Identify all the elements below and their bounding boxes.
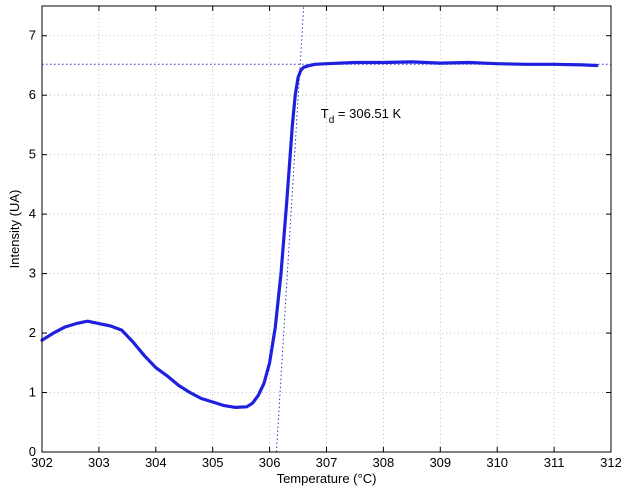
- x-tick-label: 308: [373, 455, 395, 470]
- x-tick-label: 306: [259, 455, 281, 470]
- y-tick-label: 3: [29, 266, 36, 281]
- grid-layer: [41, 6, 612, 453]
- x-tick-label: 307: [316, 455, 338, 470]
- series-line-0: [40, 60, 599, 409]
- x-tick-label: 303: [88, 455, 110, 470]
- y-tick-label: 2: [29, 325, 36, 340]
- plot-frame: [41, 5, 612, 453]
- x-tick-label: 312: [600, 455, 621, 470]
- y-tick-label: 5: [29, 147, 36, 162]
- td-annotation-value: = 306.51 K: [334, 106, 401, 121]
- x-tick-label: 302: [31, 455, 53, 470]
- y-axis-label: Intensity (UA): [7, 190, 22, 269]
- tick-layer: 302 303 304 305 306 307 308 309 310 311 312 0 1 2 3 4 5 6…: [29, 6, 621, 470]
- x-tick-label: 304: [145, 455, 167, 470]
- y-tick-label: 6: [29, 87, 36, 102]
- y-tick-label: 0: [29, 444, 36, 459]
- x-tick-label: 305: [202, 455, 224, 470]
- td-annotation: Td = 306.51 K: [321, 106, 402, 126]
- y-tick-label: 7: [29, 28, 36, 43]
- x-tick-label: 309: [429, 455, 451, 470]
- reference-lines: [42, 5, 611, 453]
- y-tick-label: 1: [29, 385, 36, 400]
- td-annotation-subscript: d: [329, 115, 335, 126]
- td-annotation-prefix: T: [321, 106, 329, 121]
- y-tick-label: 4: [29, 206, 36, 221]
- series-layer: [40, 60, 599, 409]
- x-tick-label: 311: [544, 455, 565, 470]
- x-axis-label: Temperature (°C): [277, 471, 377, 486]
- x-tick-label: 310: [486, 455, 508, 470]
